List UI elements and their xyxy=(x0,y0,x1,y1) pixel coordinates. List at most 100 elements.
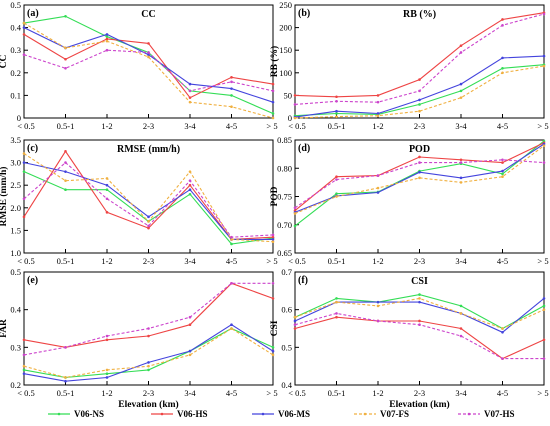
panel-d: 0.65 0.70 0.75 0.80 0.85 < 0.5 0.5-1 1-2 2-3 3-4 4… xyxy=(270,135,549,266)
y-tick-label: 0.65 xyxy=(277,248,292,258)
data-point xyxy=(188,170,192,173)
data-point xyxy=(188,89,192,93)
data-point xyxy=(335,192,338,195)
data-point xyxy=(147,334,150,338)
data-point xyxy=(271,297,275,300)
data-point xyxy=(147,51,150,54)
data-point xyxy=(335,297,338,300)
data-point xyxy=(501,66,504,70)
legend-marker xyxy=(363,412,367,416)
data-point xyxy=(459,304,463,308)
data-point xyxy=(501,24,504,27)
data-point xyxy=(335,315,338,319)
data-point xyxy=(501,158,504,162)
data-point xyxy=(105,39,109,43)
data-point xyxy=(271,346,275,349)
data-point xyxy=(376,300,380,304)
y-axis-label: CC xyxy=(0,55,9,69)
x-axis-label: Elevation (km) xyxy=(389,399,449,410)
data-point xyxy=(64,14,67,18)
y-tick-label: 0.4 xyxy=(281,380,292,390)
data-point xyxy=(22,53,26,57)
data-point xyxy=(230,80,233,84)
data-point xyxy=(459,82,463,86)
plot-frame xyxy=(23,4,274,119)
data-point xyxy=(293,206,297,210)
series-line-v06-hs xyxy=(294,12,545,98)
data-point xyxy=(64,170,67,173)
data-point xyxy=(376,114,380,118)
data-point xyxy=(501,327,504,330)
data-point xyxy=(188,315,192,319)
y-tick-label: 0.1 xyxy=(10,90,21,100)
x-tick-label: 1-2 xyxy=(101,388,112,398)
y-tick-label: 0.70 xyxy=(277,220,292,230)
data-point xyxy=(459,161,463,164)
data-point xyxy=(418,319,421,323)
data-point xyxy=(147,368,150,372)
y-tick-label: 0.3 xyxy=(10,45,21,55)
data-point xyxy=(147,226,150,230)
y-tick-label: 3.0 xyxy=(10,158,21,168)
data-point xyxy=(293,327,297,330)
x-tick-label: 3-4 xyxy=(455,256,467,266)
data-point xyxy=(230,94,233,97)
series-line-v06-hs xyxy=(294,316,545,360)
y-tick-label: 0.4 xyxy=(10,23,21,33)
series-line-v06-ms xyxy=(294,55,545,118)
data-point xyxy=(188,323,192,327)
data-point xyxy=(271,82,275,86)
panel-title: CSI xyxy=(411,276,428,287)
series-line-v06-ns xyxy=(23,15,274,115)
panel-label: (a) xyxy=(27,8,39,19)
data-point xyxy=(459,312,463,315)
data-point xyxy=(188,179,192,182)
data-point xyxy=(230,235,233,239)
data-point xyxy=(147,53,150,57)
x-tick-label: > 5 xyxy=(537,256,548,266)
data-point xyxy=(376,186,380,190)
x-tick-label: > 5 xyxy=(537,121,548,131)
y-axis-label: RB (%) xyxy=(269,46,280,77)
legend-marker xyxy=(467,412,471,416)
data-point xyxy=(335,112,338,115)
x-tick-label: < 0.5 xyxy=(288,388,306,398)
x-tick-label: 0.5-1 xyxy=(57,121,75,131)
data-point xyxy=(230,327,233,330)
data-point xyxy=(459,158,463,162)
data-point xyxy=(501,175,504,179)
data-point xyxy=(418,300,421,304)
x-tick-label: 1-2 xyxy=(372,121,383,131)
series-line-v06-ns xyxy=(294,294,545,330)
x-tick-label: > 5 xyxy=(266,388,277,398)
data-point xyxy=(105,197,109,201)
panel-label: (e) xyxy=(27,275,38,286)
data-point xyxy=(230,87,233,90)
y-tick-label: 200 xyxy=(279,23,292,33)
y-axis-label: POD xyxy=(270,186,280,206)
data-point xyxy=(271,112,275,115)
data-point xyxy=(147,224,150,228)
data-point xyxy=(105,35,109,38)
panel-title: CC xyxy=(141,9,155,20)
series-line-v07-hs xyxy=(23,282,273,356)
data-point xyxy=(293,224,297,228)
data-point xyxy=(271,235,275,239)
x-tick-label: 2-3 xyxy=(414,121,425,131)
legend-label: V06-NS xyxy=(74,409,104,419)
data-point xyxy=(188,353,192,357)
y-tick-label: 0.2 xyxy=(10,68,21,78)
data-point xyxy=(22,26,26,29)
data-point xyxy=(542,12,546,16)
data-point xyxy=(418,323,421,327)
data-point xyxy=(147,327,150,330)
data-point xyxy=(542,297,546,300)
y-tick-label: 1.5 xyxy=(10,225,21,235)
data-point xyxy=(271,240,275,243)
data-point xyxy=(147,364,150,368)
data-point xyxy=(64,379,67,383)
x-tick-label: 0.5-1 xyxy=(328,121,346,131)
panel-title: POD xyxy=(409,144,430,155)
y-tick-label: 2.0 xyxy=(10,203,21,213)
